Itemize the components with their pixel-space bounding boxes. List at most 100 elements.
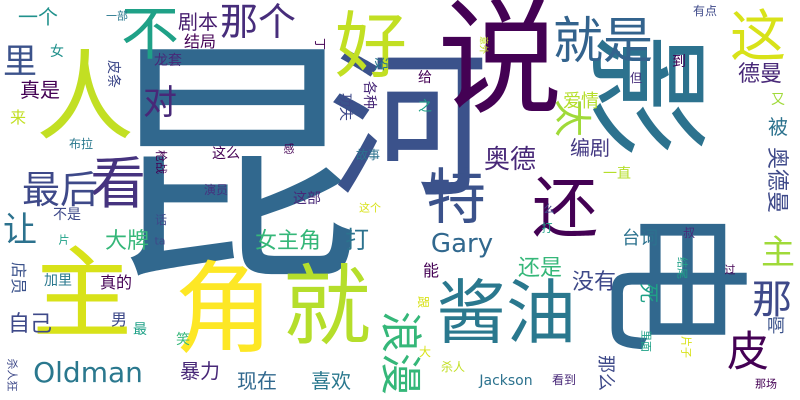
- word-lai: 来: [9, 108, 27, 127]
- word-si: 死: [637, 283, 661, 303]
- word-zhu-small: 主: [761, 233, 795, 273]
- word-bushi: 不是: [53, 207, 81, 223]
- word-aode: 奥德: [483, 145, 537, 175]
- word-hai: 还: [532, 170, 598, 247]
- word-ziji: 自己: [7, 312, 53, 337]
- word-zhenshi: 真是: [20, 78, 60, 102]
- word-xiao: 笑: [176, 332, 190, 348]
- word-ren: 人: [35, 41, 135, 155]
- word-meiyou: 没有: [571, 270, 617, 295]
- word-oldman: Oldman: [33, 356, 143, 389]
- word-dapai: 大牌: [104, 229, 150, 254]
- word-he: 河: [327, 33, 489, 220]
- word-name: 那么: [595, 355, 616, 391]
- word-baoli: 暴力: [180, 359, 220, 383]
- word-pitiao: 皮条: [105, 60, 121, 88]
- word-haishi: 还是: [517, 256, 563, 281]
- word-kan: 看: [90, 152, 146, 217]
- word-hua: 话: [154, 213, 168, 227]
- word-gan: 感: [283, 142, 295, 156]
- word-na: 那: [752, 277, 792, 323]
- word-qiangzhan: 枪战: [154, 149, 168, 175]
- word-zheme: 这么: [212, 146, 240, 162]
- word-hao: 好: [334, 4, 408, 88]
- word-dao: 到: [672, 54, 686, 70]
- word-gongfu: 功夫: [337, 93, 353, 121]
- word-bei: 被: [768, 115, 788, 139]
- word-zhu-large: 主: [32, 236, 132, 353]
- word-gushi: 故事: [355, 148, 381, 162]
- word-xianzai: 现在: [237, 369, 277, 393]
- word-me: 么: [543, 202, 555, 216]
- word-da-small: 大: [418, 345, 432, 359]
- word-dian: 电: [585, 204, 759, 356]
- word-zhege: 这个: [359, 201, 381, 215]
- word-nachang: 那场: [755, 377, 777, 391]
- word-zui: 最: [133, 322, 147, 338]
- word-yige: 一个: [18, 5, 58, 29]
- word-taici: 台词: [622, 228, 658, 249]
- word-pian: 片: [58, 233, 70, 247]
- word-zuihou: 最后: [21, 168, 99, 212]
- word-kandao: 看到: [551, 373, 577, 387]
- word-aiqing: 爱情: [563, 91, 599, 112]
- word-pianzi: 片子: [679, 336, 693, 358]
- word-ding: 丁: [313, 37, 327, 51]
- word-zhende: 真的: [99, 273, 133, 292]
- word-yizhi: 一直: [603, 166, 631, 182]
- word-jiewei: 结尾: [675, 257, 689, 279]
- word-gary: Gary: [430, 229, 494, 259]
- word-jiali: 加里: [44, 273, 72, 289]
- word-bu: 不: [120, 0, 180, 68]
- word-yibu: 一部: [106, 9, 128, 23]
- word-rang: 让: [3, 210, 37, 250]
- word-langman: 浪漫: [376, 310, 425, 396]
- word-shuo: 说: [437, 0, 563, 133]
- word-deman: 德曼: [737, 62, 783, 87]
- word-a: 啊: [767, 316, 785, 337]
- word-yiwai: 意外: [477, 35, 488, 55]
- word-aodeman: 奥德曼: [764, 146, 789, 214]
- word-nv: 女: [50, 44, 64, 60]
- word-dui: 对: [143, 83, 177, 123]
- word-you: 又: [771, 92, 785, 108]
- word-sharenkuang: 杀人狂: [5, 358, 19, 392]
- word-jiu-large: 就: [282, 255, 372, 358]
- word-nage: 那个: [219, 0, 297, 44]
- word-neng: 能: [422, 261, 440, 280]
- word-jieju: 结局: [183, 32, 217, 51]
- word-bula: 布拉: [68, 137, 94, 151]
- word-sharen: 杀人: [440, 360, 466, 374]
- word-nvzhujue: 女主角: [254, 229, 322, 254]
- word-jiushi: 就是: [553, 12, 653, 70]
- word-da-small-2: 打: [541, 221, 553, 235]
- word-juben: 剧本: [178, 10, 218, 34]
- word-jiangyou: 酱油: [436, 272, 576, 354]
- word-da-hit: 打: [345, 226, 369, 254]
- word-jackson: Jackson: [479, 373, 533, 389]
- word-kun: 昆: [102, 19, 362, 321]
- word-zhebu: 这部: [293, 191, 321, 207]
- word-zhi: 之: [418, 99, 432, 115]
- word-gei: 给: [418, 70, 432, 86]
- word-dan: 但: [629, 71, 643, 85]
- word-mei: 没: [372, 57, 388, 71]
- word-gezhong: 各种: [361, 81, 377, 109]
- word-longtao: 龙套: [154, 53, 182, 69]
- word-yanyuan: 演员: [203, 183, 229, 197]
- word-te: 特: [426, 163, 486, 233]
- word-nan: 男: [110, 310, 128, 329]
- word-xihuan: 喜欢: [311, 369, 351, 393]
- word-youdian: 有点: [692, 4, 718, 18]
- word-ta: ta: [154, 234, 166, 248]
- word-pi: 皮: [726, 327, 770, 376]
- word-jue: 角: [174, 251, 274, 368]
- word-li: 里: [3, 42, 37, 82]
- word-bianju: 编剧: [570, 136, 610, 160]
- word-limian: 里面: [639, 330, 653, 352]
- word-dianyuan: 店员: [9, 261, 28, 295]
- word-zhe: 这: [730, 5, 786, 70]
- word-shu: 叔: [682, 226, 696, 240]
- word-gen: 跟: [416, 295, 430, 309]
